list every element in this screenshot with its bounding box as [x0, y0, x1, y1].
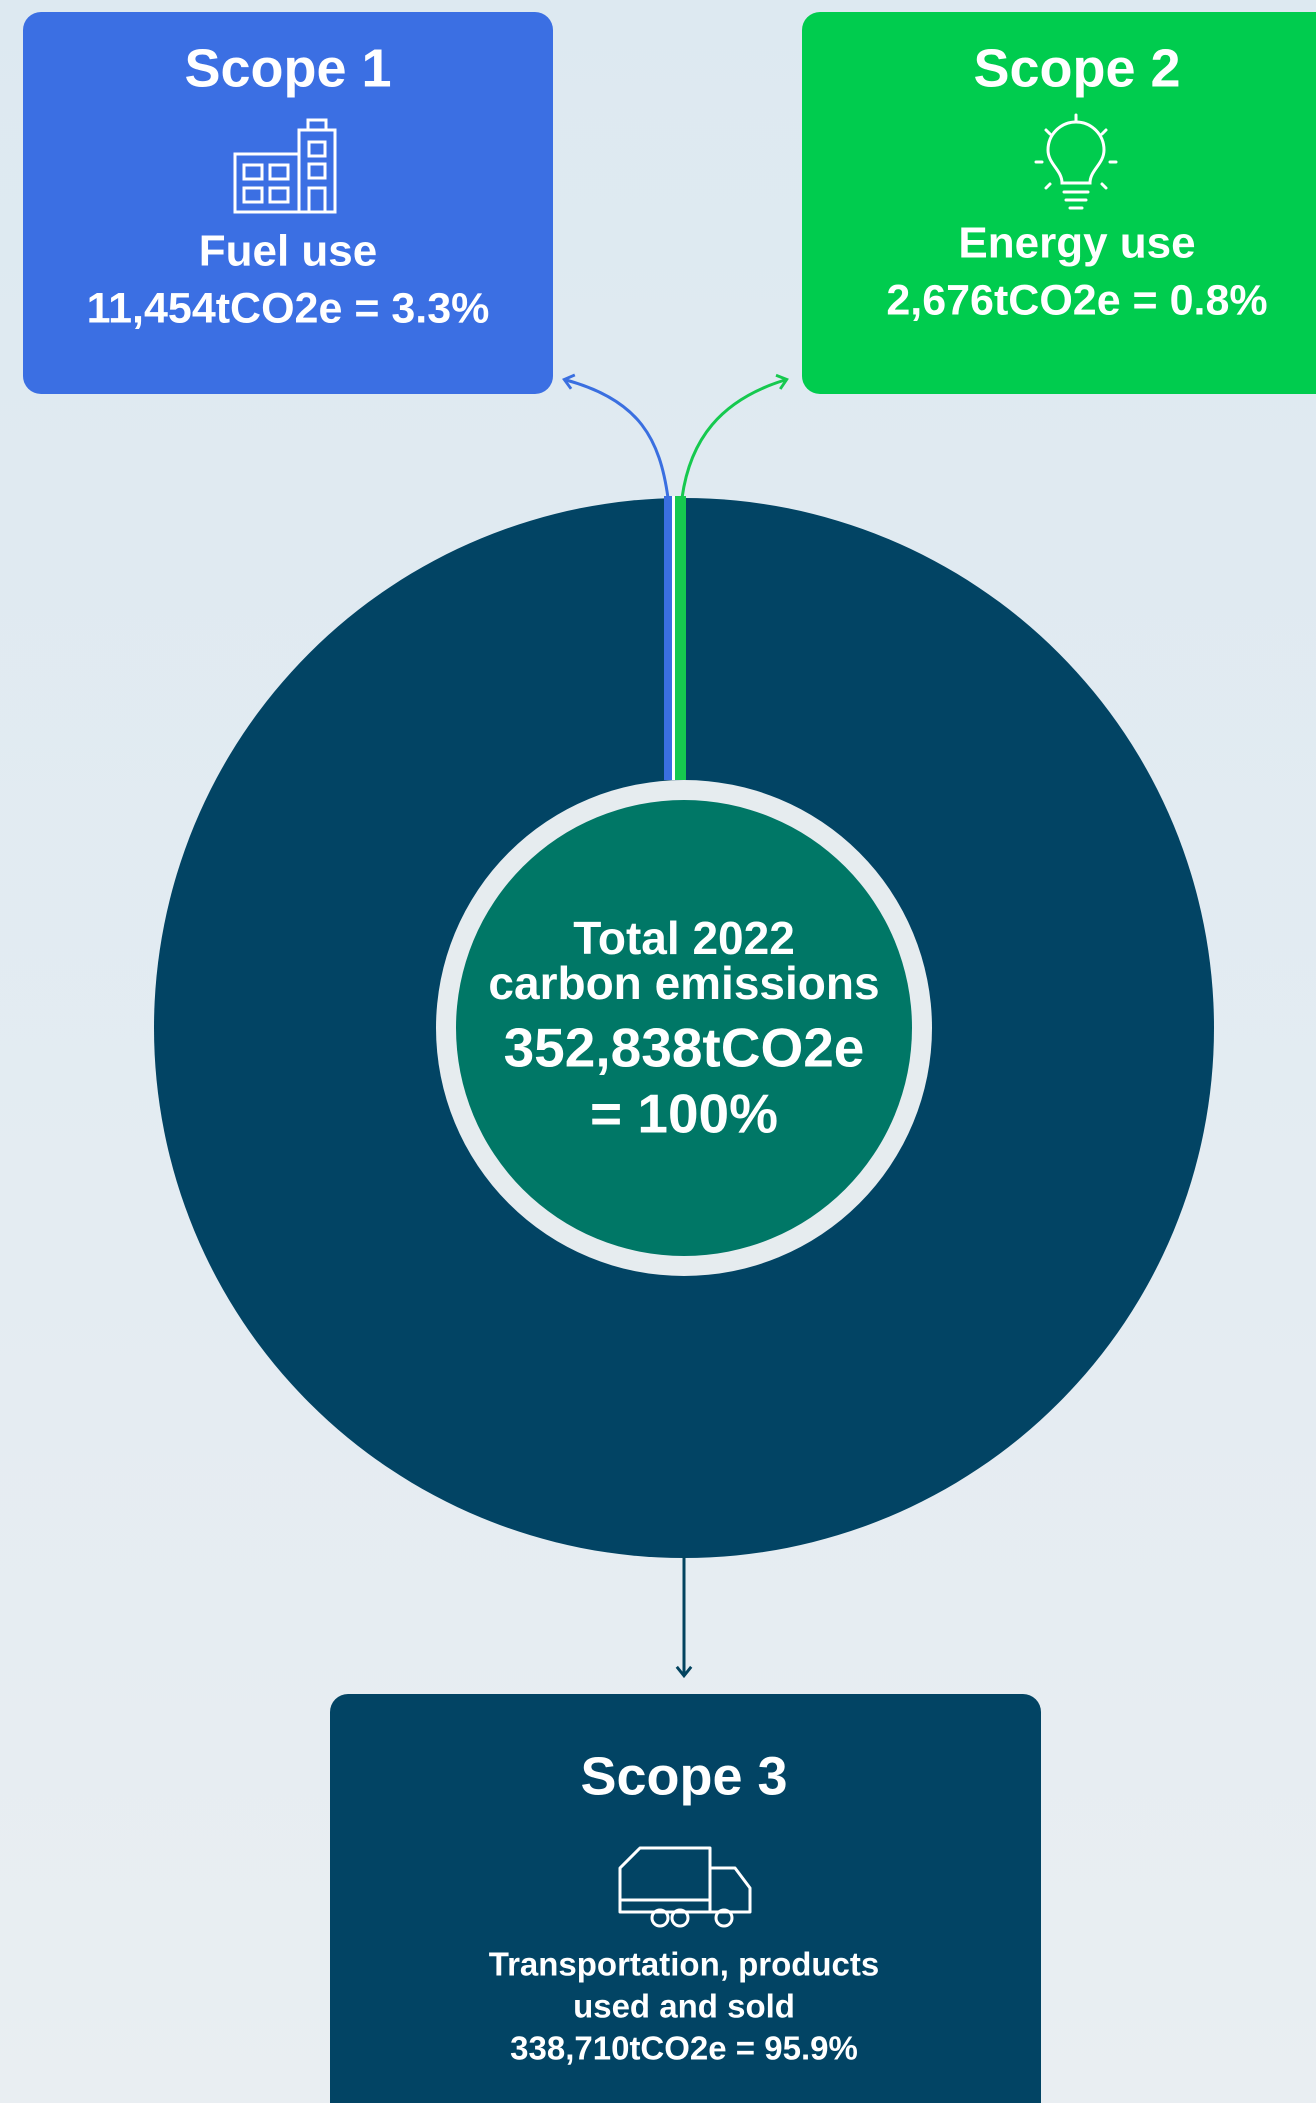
building-icon [233, 118, 337, 214]
scope2-box [802, 12, 1316, 394]
scope2-value: 2,676tCO2e = 0.8% [886, 276, 1267, 324]
truck-icon [618, 1846, 752, 1928]
scope2-arrow [680, 373, 789, 499]
center-circle [456, 800, 912, 1256]
scope3-label: Transportation, products [489, 1946, 880, 1983]
center-share: = 100% [590, 1083, 778, 1145]
scope1-title: Scope 1 [184, 38, 391, 98]
bulb-icon [1034, 113, 1118, 210]
scope3-label: used and sold [573, 1988, 795, 2025]
scope2-title: Scope 2 [973, 38, 1180, 98]
scope1-value: 11,454tCO2e = 3.3% [87, 284, 490, 332]
scope3-title: Scope 3 [580, 1746, 787, 1806]
center-line: Total 2022 [573, 912, 795, 964]
scope2-label: Energy use [958, 219, 1195, 268]
slice-divider [672, 496, 675, 780]
scope1-slice [664, 496, 674, 780]
center-value: 352,838tCO2e [504, 1017, 865, 1079]
scope1-label: Fuel use [199, 227, 378, 276]
center-line: carbon emissions [488, 957, 879, 1009]
scope3-value: 338,710tCO2e = 95.9% [510, 2030, 858, 2067]
scope1-arrow [562, 373, 670, 499]
scope2-slice [674, 496, 686, 780]
